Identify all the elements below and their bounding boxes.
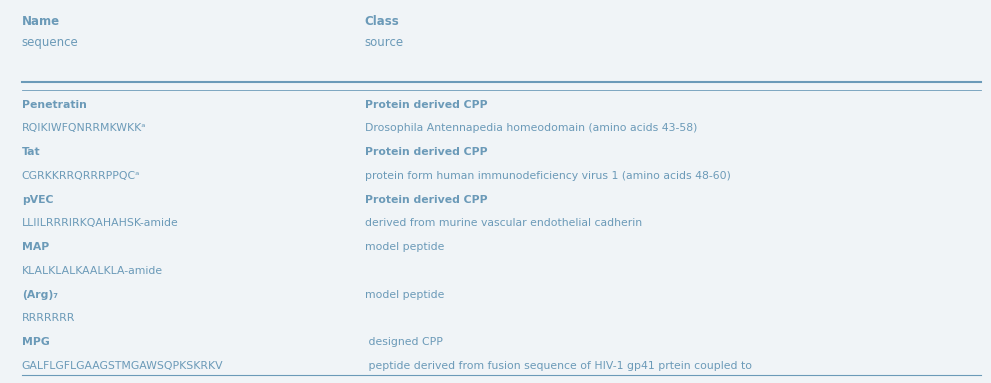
Text: Name: Name <box>22 15 59 28</box>
Text: GALFLGFLGAAGSTMGAWSQPKSKRKV: GALFLGFLGAAGSTMGAWSQPKSKRKV <box>22 361 223 371</box>
Text: Protein derived CPP: Protein derived CPP <box>365 100 488 110</box>
Text: Class: Class <box>365 15 399 28</box>
Text: (Arg)₇: (Arg)₇ <box>22 290 57 300</box>
Text: model peptide: model peptide <box>365 242 444 252</box>
Text: Penetratin: Penetratin <box>22 100 86 110</box>
Text: model peptide: model peptide <box>365 290 444 300</box>
Text: RQIKIWFQNRRMKWKKᵃ: RQIKIWFQNRRMKWKKᵃ <box>22 123 147 133</box>
Text: Drosophila Antennapedia homeodomain (amino acids 43-58): Drosophila Antennapedia homeodomain (ami… <box>365 123 697 133</box>
Text: protein form human immunodeficiency virus 1 (amino acids 48-60): protein form human immunodeficiency viru… <box>365 171 730 181</box>
Text: designed CPP: designed CPP <box>365 337 443 347</box>
Text: LLIILRRRIRKQAHAHSK-amide: LLIILRRRIRKQAHAHSK-amide <box>22 218 178 228</box>
Text: CGRKKRRQRRRPPQCᵃ: CGRKKRRQRRRPPQCᵃ <box>22 171 140 181</box>
Text: RRRRRRR: RRRRRRR <box>22 313 75 323</box>
Text: KLALKLALKAALKLA-amide: KLALKLALKAALKLA-amide <box>22 266 163 276</box>
Text: sequence: sequence <box>22 36 78 49</box>
Text: peptide derived from fusion sequence of HIV-1 gp41 prtein coupled to: peptide derived from fusion sequence of … <box>365 361 752 371</box>
Text: MAP: MAP <box>22 242 49 252</box>
Text: source: source <box>365 36 403 49</box>
Text: pVEC: pVEC <box>22 195 54 205</box>
Text: derived from murine vascular endothelial cadherin: derived from murine vascular endothelial… <box>365 218 642 228</box>
Text: MPG: MPG <box>22 337 50 347</box>
Text: Protein derived CPP: Protein derived CPP <box>365 195 488 205</box>
Text: Tat: Tat <box>22 147 41 157</box>
Text: Protein derived CPP: Protein derived CPP <box>365 147 488 157</box>
